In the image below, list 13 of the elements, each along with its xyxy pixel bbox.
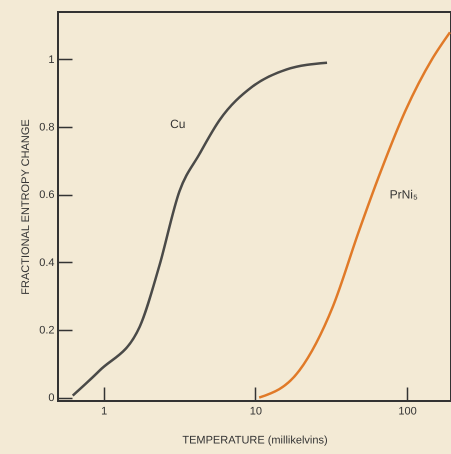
y-tick-label: 0.4 — [39, 256, 54, 269]
series-label: Cu — [170, 117, 186, 132]
y-tick-label: 0.6 — [39, 189, 54, 202]
x-tick-label: 100 — [398, 406, 417, 418]
series-label: PrNi₅ — [390, 187, 418, 202]
y-tick-label: 0.8 — [39, 122, 54, 134]
x-tick-label: 1 — [101, 406, 108, 418]
y-axis-title: FRACTIONAL ENTROPY CHANGE — [20, 119, 32, 295]
y-tick-label: 0 — [48, 392, 54, 404]
x-axis-title: TEMPERATURE (millikelvins) — [182, 434, 328, 446]
y-tick-label: 1 — [48, 54, 54, 66]
y-tick-label: 0.2 — [39, 324, 54, 336]
x-tick-label: 10 — [250, 406, 262, 418]
